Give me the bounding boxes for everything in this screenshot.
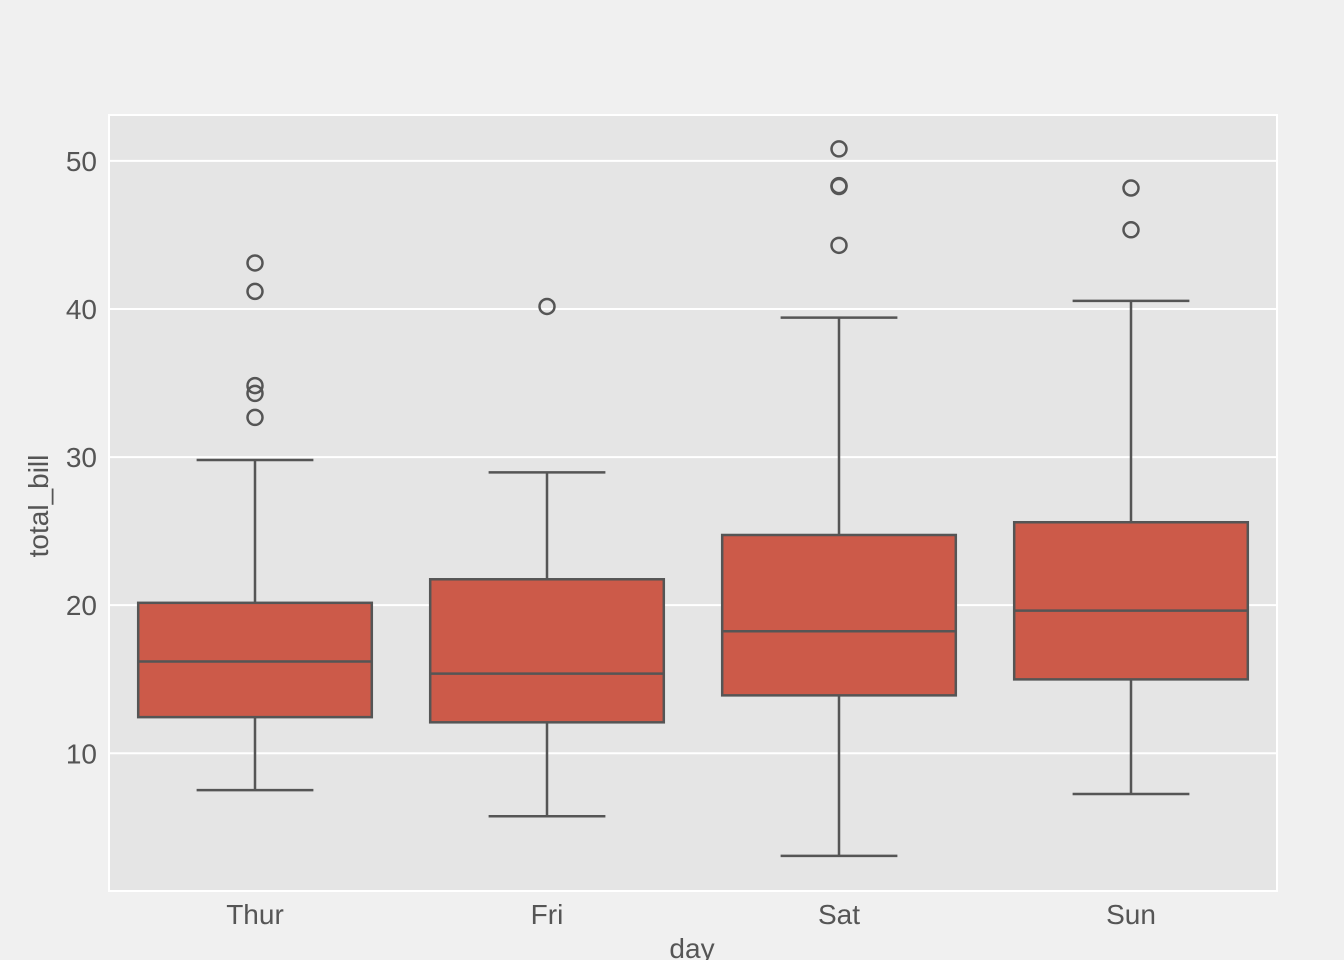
outlier-point [246, 254, 264, 272]
y-tick-label: 40 [66, 294, 97, 325]
outlier-point [538, 297, 556, 316]
box-group [136, 254, 374, 792]
outlier-point [246, 282, 264, 301]
outlier-point [246, 408, 264, 427]
y-axis-ticks: 10 20 30 40 50 [66, 146, 97, 769]
iqr-box [720, 533, 958, 697]
box-group [1012, 179, 1250, 796]
x-axis-ticks: Thur Fri Sat Sun [226, 899, 1156, 930]
outlier-point [246, 376, 264, 395]
box-group [428, 297, 666, 818]
x-tick-label: Thur [226, 899, 284, 930]
x-tick-label: Sat [818, 899, 860, 930]
y-axis-title: total_bill [23, 455, 54, 558]
iqr-box [1012, 521, 1250, 681]
y-tick-label: 50 [66, 146, 97, 177]
outlier-point [830, 140, 848, 158]
iqr-box [428, 578, 666, 724]
y-tick-label: 20 [66, 590, 97, 621]
x-tick-label: Sun [1106, 899, 1156, 930]
box-group [720, 140, 958, 858]
outlier-point [1122, 179, 1140, 197]
outlier-point [830, 176, 848, 195]
x-tick-label: Fri [531, 899, 564, 930]
outlier-point [246, 384, 264, 403]
plot-area [108, 114, 1278, 892]
boxes-layer [136, 140, 1250, 858]
outlier-point [1122, 221, 1140, 239]
iqr-box [136, 601, 374, 719]
y-tick-label: 10 [66, 738, 97, 769]
y-tick-label: 30 [66, 442, 97, 473]
outlier-point [830, 236, 848, 255]
x-axis-title: day [669, 933, 714, 960]
